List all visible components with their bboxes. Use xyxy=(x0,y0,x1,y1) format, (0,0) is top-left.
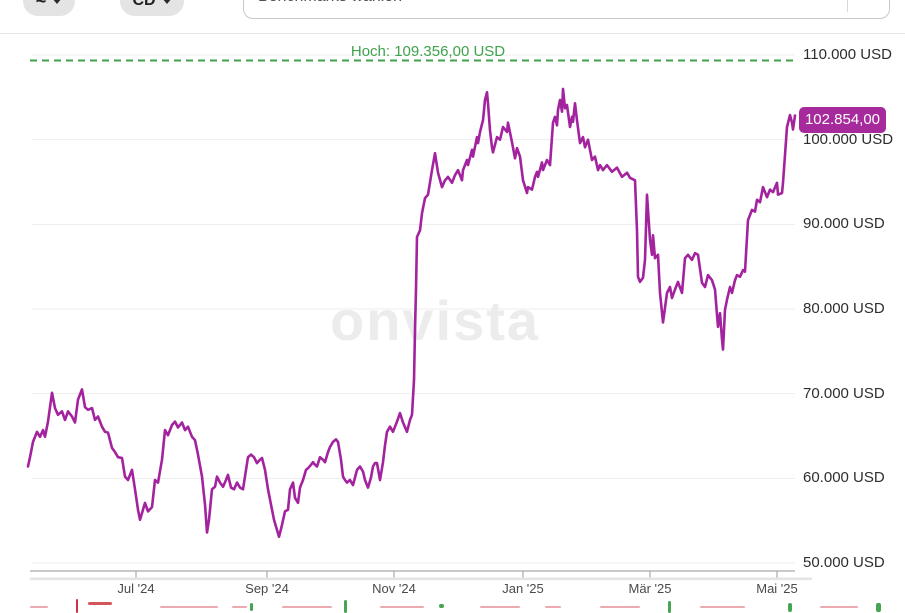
indicator-mark xyxy=(545,606,561,608)
y-axis-tick-label: 100.000 USD xyxy=(803,130,894,148)
indicator-mark xyxy=(30,606,48,608)
chevron-down-icon xyxy=(161,0,172,4)
indicator-mark xyxy=(160,606,218,608)
indicator-mark xyxy=(820,606,858,608)
y-axis-tick-label: 70.000 USD xyxy=(803,384,885,402)
y-axis-tick-label: 90.000 USD xyxy=(803,215,885,233)
indicator-mark xyxy=(88,602,112,605)
search-divider xyxy=(847,0,848,12)
benchmark-search xyxy=(243,0,890,19)
chart-type-wave-icon: ~ xyxy=(35,0,47,11)
search-icon xyxy=(854,0,880,12)
currency-button-label: CD xyxy=(132,0,156,9)
indicator-mark xyxy=(480,606,520,608)
high-line-label: Hoch: 109.356,00 USD xyxy=(350,43,506,60)
indicator-mark xyxy=(700,606,745,608)
search-button[interactable] xyxy=(847,0,887,18)
indicator-mark xyxy=(876,603,881,612)
x-axis-tick-label: Jan '25 xyxy=(502,581,544,596)
y-axis-tick-label: 60.000 USD xyxy=(803,469,885,487)
indicator-mark xyxy=(344,600,347,613)
indicator-mark xyxy=(76,599,78,613)
currency-button[interactable]: CD xyxy=(120,0,184,16)
onvista-watermark: onvista xyxy=(330,289,541,352)
x-axis-tick-label: Nov '24 xyxy=(372,581,416,596)
y-axis-tick-label: 110.000 USD xyxy=(803,46,892,63)
y-axis-tick-label: 50.000 USD xyxy=(803,554,885,571)
x-axis-tick-label: Mai '25 xyxy=(756,581,798,596)
indicator-mark xyxy=(250,603,253,611)
indicator-mark xyxy=(232,606,247,608)
indicator-mark xyxy=(668,601,671,613)
x-axis-tick-label: Mär '25 xyxy=(628,581,672,596)
x-axis-tick-label: Sep '24 xyxy=(245,581,289,596)
indicator-mark xyxy=(600,606,640,608)
indicator-mark xyxy=(282,606,332,608)
y-axis-tick-label: 80.000 USD xyxy=(803,300,885,317)
indicator-mark xyxy=(380,606,424,608)
chart-type-button[interactable]: ~ xyxy=(23,0,75,16)
benchmark-search-input[interactable] xyxy=(244,0,828,18)
indicator-mark xyxy=(788,603,792,612)
toolbar-divider xyxy=(0,33,905,34)
indicator-mark xyxy=(439,604,444,608)
last-price-badge: 102.854,00 xyxy=(799,106,886,133)
x-axis-tick-label: Jul '24 xyxy=(117,581,155,596)
chevron-down-icon xyxy=(52,0,63,4)
